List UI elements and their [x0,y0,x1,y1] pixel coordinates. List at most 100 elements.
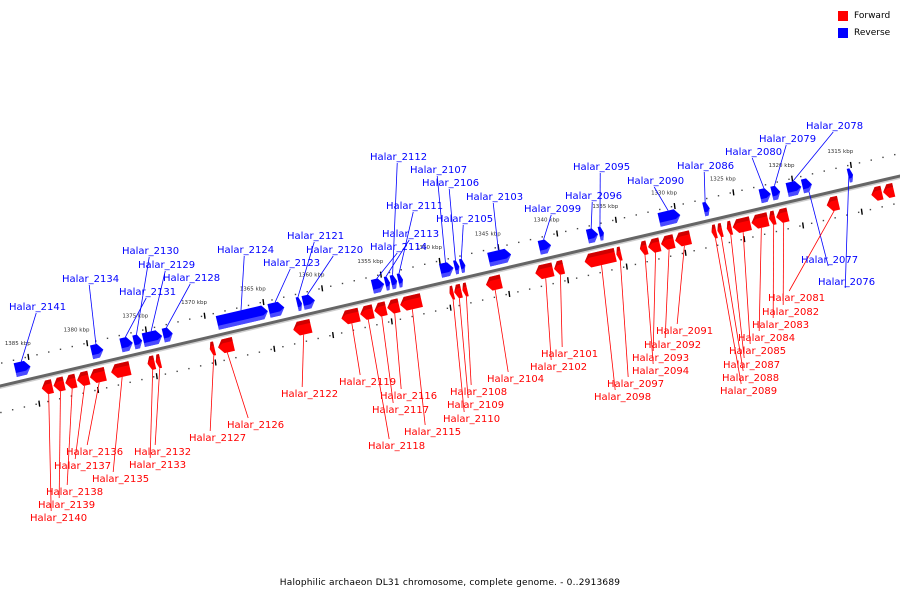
gene-label[interactable]: Halar_2120 [306,245,363,256]
gene-label[interactable]: Halar_2112 [370,152,427,163]
gene-label[interactable]: Halar_2096 [565,191,622,202]
gene-label[interactable]: Halar_2103 [466,192,523,203]
major-tick [508,290,511,298]
gene-label[interactable]: Halar_2130 [122,246,179,257]
ruler-dot [235,356,237,359]
gene-label[interactable]: Halar_2139 [38,500,95,511]
ruler-dot [153,326,156,329]
major-tick [732,189,735,196]
gene-label[interactable]: Halar_2140 [30,513,87,524]
gene-label[interactable]: Halar_2079 [759,134,816,145]
gene-label[interactable]: Halar_2119 [339,377,396,388]
ruler-dot [505,293,507,296]
gene-label[interactable]: Halar_2091 [656,326,713,337]
ruler-dot [83,343,85,345]
ruler-dot [446,307,449,310]
gene-label[interactable]: Halar_2098 [594,392,651,403]
gene-label[interactable]: Halar_2116 [380,391,437,402]
ruler-dot [376,324,378,326]
gene-label[interactable]: Halar_2090 [627,176,684,187]
gene-label[interactable]: Halar_2126 [227,420,284,431]
gene-label[interactable]: Halar_2135 [92,474,149,485]
gene-label[interactable]: Halar_2136 [66,447,123,458]
gene-label[interactable]: Halar_2081 [768,293,825,304]
gene-arrow-shade [65,373,76,384]
gene-label[interactable]: Halar_2127 [189,433,246,444]
ruler-dot [716,244,719,246]
gene-label[interactable]: Halar_2109 [447,400,504,411]
leader-line [792,131,834,182]
ruler-dot [800,175,802,178]
leader-line [301,334,305,388]
gene-label[interactable]: Halar_2123 [263,258,320,269]
tick-label: 1370 kbp [181,300,207,306]
gene-label[interactable]: Halar_2089 [720,386,777,397]
ruler-dot [141,378,143,381]
gene-label[interactable]: Halar_2107 [410,165,467,176]
gene-label[interactable]: Halar_2111 [386,201,443,212]
ruler-dot [199,365,202,367]
gene-label[interactable]: Halar_2086 [677,161,734,172]
gene-label[interactable]: Halar_2092 [644,340,701,351]
gene-label[interactable]: Halar_2077 [801,255,858,266]
gene-label[interactable]: Halar_2083 [752,320,809,331]
gene-label[interactable]: Halar_2122 [281,389,338,400]
gene-label[interactable]: Halar_2097 [607,379,664,390]
gene-label[interactable]: Halar_2118 [368,441,425,452]
gene-label[interactable]: Halar_2094 [632,366,689,377]
gene-label[interactable]: Halar_2129 [138,260,195,271]
gene-label[interactable]: Halar_2114 [370,242,427,253]
gene-label[interactable]: Halar_2078 [806,121,863,132]
ruler-dot [340,332,343,334]
ruler-dot [59,348,62,350]
ruler-dot [377,274,379,276]
gene-label[interactable]: Halar_2076 [818,277,875,288]
gene-label[interactable]: Halar_2093 [632,353,689,364]
ruler-dot [35,403,37,405]
gene-label[interactable]: Halar_2121 [287,231,344,242]
gene-label[interactable]: Halar_2138 [46,487,103,498]
major-tick [566,277,570,284]
gene-label[interactable]: Halar_2105 [436,214,493,225]
gene-arrow-shade [400,293,421,305]
ruler-dot [670,206,673,208]
gene-label[interactable]: Halar_2132 [134,447,191,458]
gene-arrow-shade [163,333,173,343]
gene-label[interactable]: Halar_2085 [729,346,786,357]
gene-label[interactable]: Halar_2124 [217,245,274,256]
gene-label[interactable]: Halar_2108 [450,387,507,398]
gene-label[interactable]: Halar_2080 [725,147,782,158]
ruler-dot [752,236,754,238]
gene-arrow-shade [883,182,894,193]
leader-line [653,186,669,211]
leader-line [351,323,361,376]
major-tick [203,312,206,319]
ruler-dot [152,376,155,378]
ruler-dot [881,206,883,208]
gene-label[interactable]: Halar_2137 [54,461,111,472]
gene-label[interactable]: Halar_2128 [163,273,220,284]
gene-label[interactable]: Halar_2101 [541,349,598,360]
gene-label[interactable]: Halar_2084 [738,333,795,344]
major-tick [144,326,147,333]
gene-label[interactable]: Halar_2088 [722,373,779,384]
gene-label[interactable]: Halar_2095 [573,162,630,173]
gene-label[interactable]: Halar_2110 [443,414,500,425]
gene-label[interactable]: Halar_2141 [9,302,66,313]
gene-label[interactable]: Halar_2104 [487,374,544,385]
gene-label[interactable]: Halar_2106 [422,178,479,189]
gene-label[interactable]: Halar_2087 [723,360,780,371]
gene-label[interactable]: Halar_2113 [382,229,439,240]
gene-label[interactable]: Halar_2082 [762,307,819,318]
ruler-dot [787,228,789,230]
gene-label[interactable]: Halar_2102 [530,362,587,373]
gene-label[interactable]: Halar_2133 [129,460,186,471]
ruler-dot [387,321,390,323]
gene-label[interactable]: Halar_2099 [524,204,581,215]
gene-arrow-shade [704,208,710,217]
gene-label[interactable]: Halar_2117 [372,405,429,416]
gene-label[interactable]: Halar_2134 [62,274,119,285]
gene-label[interactable]: Halar_2115 [404,427,461,438]
gene-label[interactable]: Halar_2131 [119,287,176,298]
ruler-dot [271,299,273,301]
